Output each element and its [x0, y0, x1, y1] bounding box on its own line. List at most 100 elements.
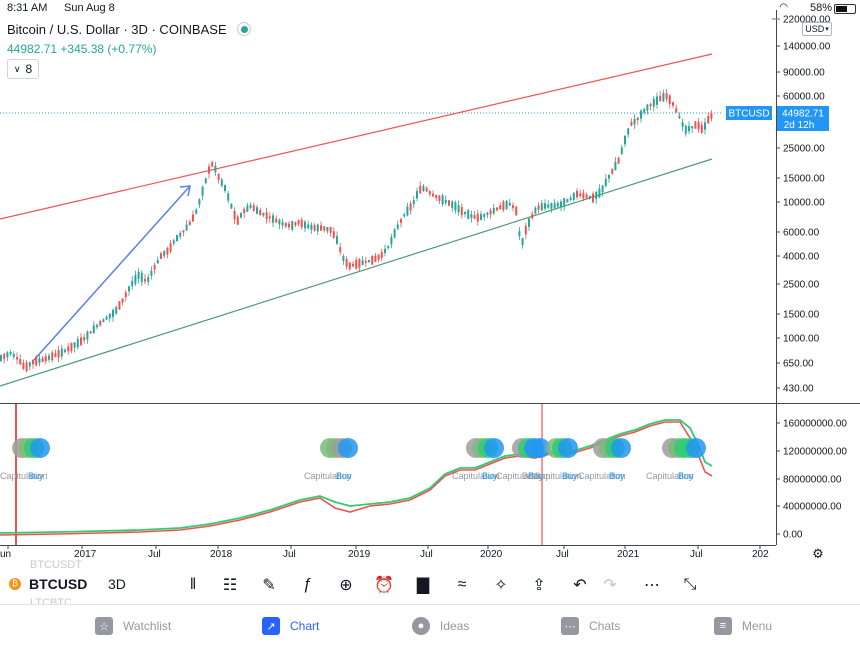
candle-body [451, 201, 454, 208]
indicator-tick-label: 160000000.00 [783, 419, 847, 430]
candle-body [339, 247, 342, 252]
price-badge-value: 44982.71 [782, 109, 824, 120]
candle-body [569, 197, 572, 200]
candle-body [185, 224, 188, 231]
market-status-icon[interactable] [237, 22, 252, 36]
price-tick-label: 2500.00 [783, 280, 820, 291]
candle-body [172, 240, 175, 244]
candle-body [294, 222, 297, 226]
candlestick-series[interactable] [0, 89, 713, 373]
price-badge-countdown: 2d 12h [784, 120, 815, 131]
tab-ideas[interactable]: ● Ideas [412, 615, 469, 637]
candle-body [54, 353, 57, 357]
support-trendline[interactable] [0, 158, 713, 387]
time-tick-label: 2021 [617, 549, 640, 560]
candle-body [236, 216, 239, 225]
candle-body [259, 209, 262, 216]
status-time: 8:31 AM [7, 2, 48, 14]
time-axis[interactable]: un 2017 Jul 2018 Jul 2019 Jul 2020 Jul 2021 Jul 202 [0, 545, 769, 560]
candle-body [92, 325, 95, 334]
signal-circle[interactable] [30, 438, 50, 458]
resistance-trendline[interactable] [0, 53, 713, 220]
share-icon[interactable]: ⇪ [532, 577, 546, 594]
candle-body [467, 210, 470, 220]
candle-body [678, 115, 681, 119]
candle-body [150, 270, 153, 276]
price-badge: BTCUSD 44982.71 2d 12h [726, 106, 829, 131]
candle-body [313, 225, 316, 231]
tab-menu[interactable]: ≡ Menu [714, 615, 772, 637]
signal-circle[interactable] [530, 438, 550, 458]
arrow-trendline[interactable] [33, 185, 191, 361]
candle-body [489, 210, 492, 215]
add-price-alert-icon[interactable]: − [771, 11, 780, 28]
candle-body [492, 207, 495, 214]
candle-body [118, 301, 121, 310]
tab-label: Watchlist [123, 619, 172, 633]
add-icon[interactable]: ⊕ [339, 577, 353, 594]
candle-body [9, 351, 12, 355]
more-icon[interactable]: ⋯ [644, 577, 660, 594]
signal-circle[interactable] [558, 438, 578, 458]
candle-body [188, 221, 191, 226]
tab-watchlist[interactable]: ☆ Watchlist [95, 615, 171, 637]
candle-body [707, 116, 710, 124]
candle-body [243, 208, 246, 214]
candles-icon[interactable]: ‖ [189, 576, 197, 593]
candle-body [684, 125, 687, 134]
symbol-prev[interactable]: BTCUSDT [30, 559, 82, 571]
tab-chart[interactable]: ↗ Chart [262, 615, 319, 637]
indicator-toggle-button[interactable]: ∨ 8 [7, 59, 39, 79]
price-chart[interactable]: 220000.00 140000.00 90000.00 60000.00 25000.… [0, 0, 860, 566]
candle-body [6, 352, 9, 358]
signal-circle[interactable] [338, 438, 358, 458]
tab-chats[interactable]: ⋯ Chats [561, 615, 620, 637]
indicator-tick-label: 120000000.00 [783, 447, 847, 458]
currency-select[interactable]: USD ▾ [802, 22, 832, 36]
capitulation-label: Capitulation [496, 471, 544, 481]
candle-body [662, 92, 665, 102]
candle-body [617, 157, 620, 164]
capitulation-label: Capitulation [646, 471, 694, 481]
symbol-button[interactable]: BTCUSD [29, 576, 88, 592]
buy-label: Buy [562, 471, 578, 481]
indicator-slow-series[interactable] [0, 421, 713, 536]
candle-body [457, 205, 460, 213]
candle-body [704, 122, 706, 130]
undo-icon[interactable]: ↶ [573, 577, 587, 594]
interval-button[interactable]: 3D [108, 576, 126, 592]
candle-body [99, 320, 102, 326]
fullscreen-icon[interactable]: ⤡ [683, 576, 697, 593]
candle-body [112, 309, 114, 318]
replay-icon[interactable]: ☷ [222, 577, 238, 594]
candle-body [195, 209, 198, 214]
gear-icon[interactable]: ⚙ [812, 546, 824, 561]
redo-icon[interactable]: ↷ [603, 577, 617, 594]
candle-body [345, 259, 348, 267]
compare-icon[interactable]: ≈ [457, 576, 467, 593]
signal-circle[interactable] [611, 438, 631, 458]
candle-body [697, 121, 700, 130]
signal-circle[interactable] [686, 438, 706, 458]
candle-body [560, 201, 562, 207]
candle-body [227, 193, 230, 201]
indicator-fast-series[interactable] [0, 419, 713, 534]
candle-body [460, 207, 463, 216]
bar-chart-icon[interactable]: ▇ [416, 577, 430, 594]
candle-body [576, 190, 578, 198]
candle-body [550, 203, 553, 209]
indicator-axis[interactable]: 160000000.00 120000000.00 80000000.00 40000… [776, 419, 847, 541]
alarm-icon[interactable]: ⏰ [374, 577, 394, 594]
fx-indicator-icon[interactable]: ƒ [302, 576, 312, 593]
candle-body [502, 201, 505, 211]
idea-bulb-icon[interactable]: ✧ [494, 577, 508, 594]
candle-body [268, 216, 271, 219]
candle-body [272, 215, 274, 223]
price-axis[interactable]: 220000.00 140000.00 90000.00 60000.00 25000.… [776, 15, 831, 395]
candle-body [473, 215, 476, 219]
draw-pen-icon[interactable]: ✎ [262, 577, 276, 594]
candle-body [537, 205, 540, 210]
symbol-title[interactable]: Bitcoin / U.S. Dollar · 3D · COINBASE [7, 22, 227, 37]
signal-circle[interactable] [484, 438, 504, 458]
